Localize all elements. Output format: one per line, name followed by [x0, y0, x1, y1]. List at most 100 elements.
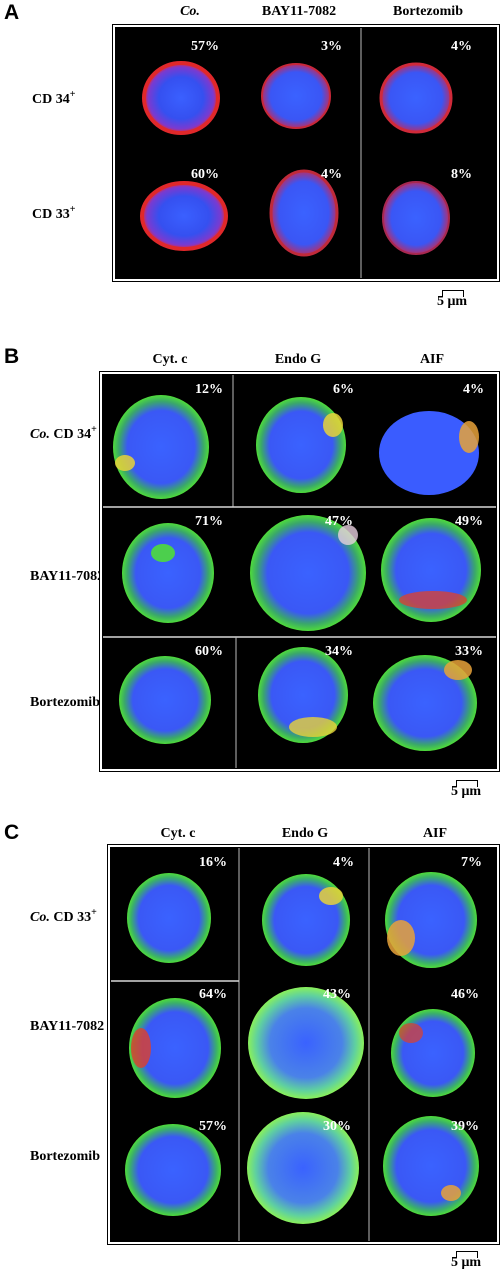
pct-c-2-1: 64%: [199, 987, 227, 1002]
panel-b-micrograph: [103, 375, 496, 768]
panel-b-row-bortezomib: Bortezomib: [30, 695, 100, 710]
cell-a-co-cd34: [142, 61, 220, 135]
cell-c-2-3-spot: [399, 1023, 423, 1043]
pct-a-1-1: 57%: [191, 39, 219, 54]
panel-b-letter: B: [4, 345, 20, 368]
panel-a-row-cd34-text: CD 34: [32, 92, 70, 107]
panel-b-row-bay: BAY11-7082: [30, 569, 105, 584]
pct-c-2-3: 46%: [451, 987, 479, 1002]
pct-c-1-1: 16%: [199, 855, 227, 870]
cell-a-bort-cd34: [379, 62, 453, 134]
cell-b-1-3-spot: [459, 421, 479, 453]
panel-a-col-bay: BAY11-7082: [261, 4, 337, 19]
panel-b-col-cytc: Cyt. c: [110, 353, 230, 367]
cell-c-2-1: [129, 998, 221, 1098]
cell-b-2-3-spot: [399, 591, 467, 609]
panel-c-letter: C: [4, 821, 20, 844]
panel-a-col-bortezomib: Bortezomib: [393, 4, 463, 19]
cell-a-bay-cd33: [269, 169, 339, 257]
panel-a-row-cd33-sup: +: [69, 204, 76, 215]
panel-c-col-aif: AIF: [422, 826, 448, 841]
panel-b-row-cd34-sup: +: [91, 424, 97, 435]
panel-a-scalebar: [442, 290, 464, 297]
pct-b-3-2: 34%: [325, 644, 353, 659]
panel-a-image-frame: 57% 3% 4% 60% 4% 8%: [115, 27, 497, 279]
panel-c-image-frame: 16% 4% 7% 64% 43% 46% 57% 30% 39%: [110, 847, 497, 1242]
panel-b-row-co-text: Co.: [30, 427, 50, 442]
pct-b-3-1: 60%: [195, 644, 223, 659]
panel-c-row-co-cd33: Co. CD 33+: [30, 908, 97, 925]
panel-a-scale-label: 5 μm: [437, 294, 468, 309]
pct-b-2-1: 71%: [195, 514, 223, 529]
pct-c-2-2: 43%: [323, 987, 351, 1002]
panel-c-row-cd33-sup: +: [91, 907, 97, 918]
panel-c-row-cd33-text: CD 33: [49, 910, 92, 925]
pct-c-3-2: 30%: [323, 1119, 351, 1134]
panel-a-row-cd33-text: CD 33: [32, 207, 70, 222]
pct-c-1-2: 4%: [333, 855, 354, 870]
cell-b-1-3: [379, 411, 479, 495]
pct-b-1-3: 4%: [463, 382, 484, 397]
cell-b-2-2: [250, 515, 366, 631]
cell-a-bort-cd33: [382, 181, 450, 255]
panel-c-col-endog: Endo G: [281, 826, 329, 841]
cell-b-3-3: [373, 655, 477, 751]
cell-c-2-2: [248, 987, 364, 1099]
pct-c-3-3: 39%: [451, 1119, 479, 1134]
panel-c-micrograph: [111, 848, 479, 1241]
cell-c-1-3-spot: [387, 920, 415, 956]
cell-b-3-2-spot: [289, 717, 337, 737]
pct-c-1-3: 7%: [461, 855, 482, 870]
panel-a-row-cd34: CD 34+: [32, 90, 75, 107]
panel-b-col-aif: AIF: [419, 352, 445, 367]
panel-c-row-co-text: Co.: [30, 910, 50, 925]
panel-b-col-endog: Endo G: [274, 352, 322, 367]
cell-b-2-1: [122, 523, 214, 623]
pct-a-2-2: 4%: [321, 167, 342, 182]
pct-b-1-2: 6%: [333, 382, 354, 397]
cell-c-1-2: [262, 874, 350, 966]
pct-b-2-3: 49%: [455, 514, 483, 529]
cell-c-1-2-spot: [319, 887, 343, 905]
panel-c-scalebar: [456, 1251, 478, 1258]
cell-b-3-1: [119, 656, 211, 744]
panel-a-letter: A: [4, 1, 20, 24]
pct-b-1-1: 12%: [195, 382, 223, 397]
cell-c-3-2: [247, 1112, 359, 1224]
panel-c-scale-label: 5 μm: [451, 1255, 482, 1270]
cell-c-3-1: [125, 1124, 221, 1216]
panel-a-micrograph: [140, 28, 453, 278]
panel-c-row-bortezomib: Bortezomib: [30, 1149, 100, 1164]
cell-c-2-1-spot: [131, 1028, 151, 1068]
pct-a-1-2: 3%: [321, 39, 342, 54]
cell-b-1-1-spot: [115, 455, 135, 471]
cell-b-2-1-spot: [151, 544, 175, 562]
panel-c-col-cytc: Cyt. c: [160, 826, 196, 841]
panel-b-scalebar: [456, 780, 478, 787]
cell-b-1-1: [113, 395, 209, 499]
panel-a-row-cd34-sup: +: [69, 89, 76, 100]
cell-b-3-3-spot: [444, 660, 472, 680]
cell-c-3-3-spot: [441, 1185, 461, 1201]
pct-a-2-3: 8%: [451, 167, 472, 182]
cell-b-2-2-spot: [338, 525, 358, 545]
cell-c-2-3: [391, 1009, 475, 1097]
cell-c-1-1: [127, 873, 211, 963]
panel-b-row-cd34-text: CD 34: [49, 427, 92, 442]
panel-a-row-cd33: CD 33+: [32, 205, 75, 222]
pct-b-2-2: 47%: [325, 514, 353, 529]
panel-b-image-frame: 12% 6% 4% 71% 47% 49% 60% 34% 33%: [102, 374, 497, 769]
panel-a-col-co: Co.: [150, 5, 230, 19]
pct-b-3-3: 33%: [455, 644, 483, 659]
pct-a-2-1: 60%: [191, 167, 219, 182]
cell-b-1-2: [256, 397, 346, 493]
cell-b-1-2-spot: [323, 413, 343, 437]
cell-a-co-cd33: [140, 181, 228, 251]
panel-b-col-cytc-text: Cyt. c: [152, 352, 188, 367]
panel-b-row-co-cd34: Co. CD 34+: [30, 425, 97, 442]
panel-c-row-bay: BAY11-7082: [30, 1019, 105, 1034]
pct-c-3-1: 57%: [199, 1119, 227, 1134]
panel-b-scale-label: 5 μm: [451, 784, 482, 799]
cell-a-bay-cd34: [261, 63, 331, 129]
panel-a-col-co-text: Co.: [180, 4, 200, 19]
